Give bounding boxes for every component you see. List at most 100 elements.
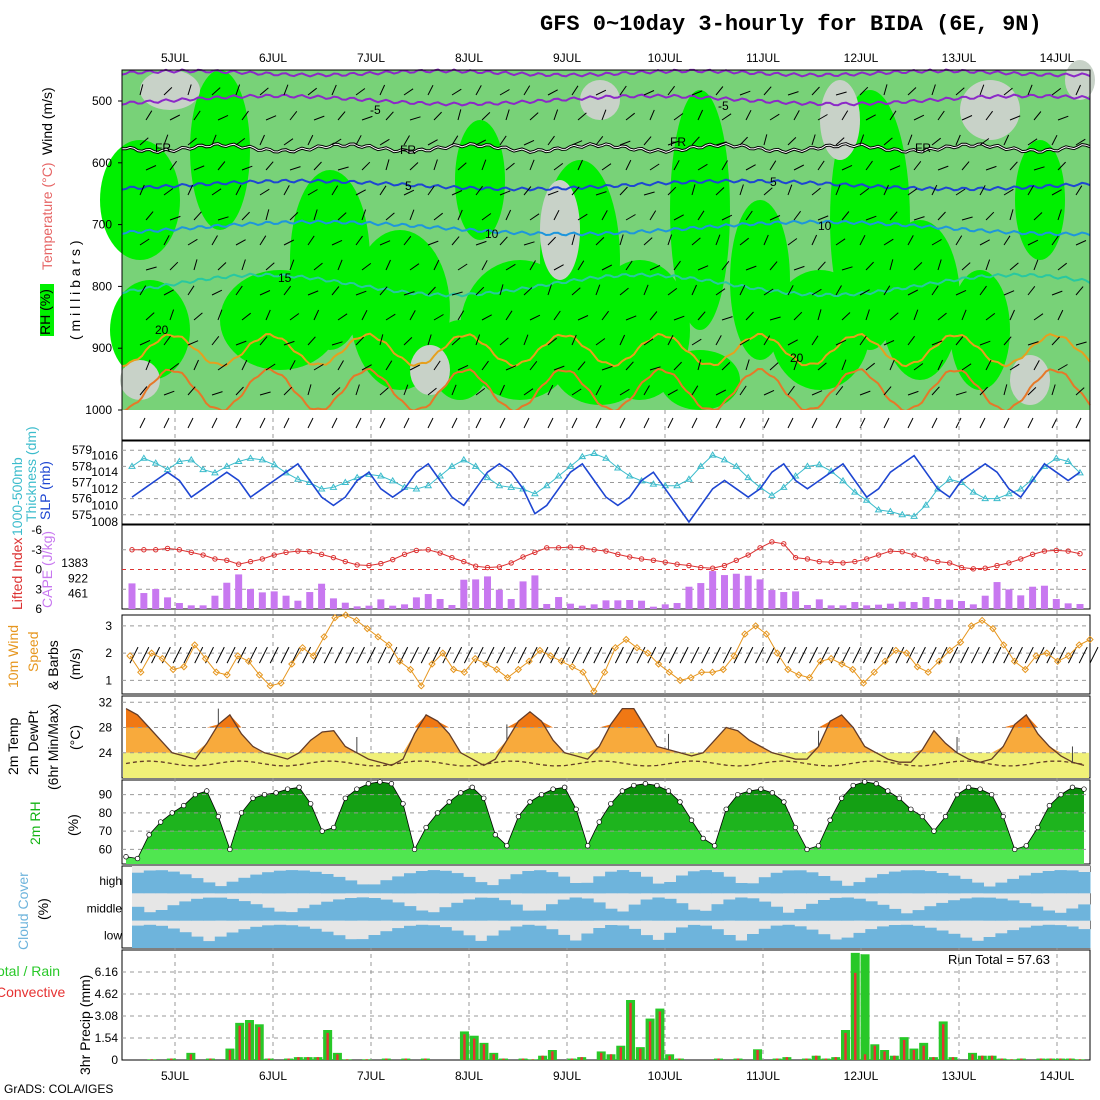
cloud-cell xyxy=(616,925,630,948)
thickness-point xyxy=(898,510,907,518)
precip-tick: 4.62 xyxy=(95,987,119,1001)
wind-barb xyxy=(259,336,268,346)
precip-conv-bar xyxy=(365,1059,368,1060)
wind-barb xyxy=(643,385,650,396)
wind-barb xyxy=(601,264,613,271)
cloud-cell xyxy=(132,925,145,948)
wind-barb xyxy=(739,90,751,96)
precip-conv-bar xyxy=(629,1002,632,1060)
wind-barb-10m xyxy=(970,646,980,664)
li-point xyxy=(555,545,562,551)
wind-barb xyxy=(955,134,961,146)
wind-barb xyxy=(667,334,674,346)
wind10-ylabel-2: Speed xyxy=(25,632,41,672)
thickness-point xyxy=(910,512,918,519)
thickness-point xyxy=(590,449,599,456)
wind-speed-point xyxy=(331,614,339,622)
cloud-cell xyxy=(368,935,381,948)
rh-point xyxy=(1035,824,1041,831)
wind-barb xyxy=(889,312,899,321)
cloud-cell xyxy=(179,932,192,948)
thickness-tick: 575 xyxy=(72,508,92,522)
cloud-cell xyxy=(451,930,464,948)
cape-bar xyxy=(519,581,527,609)
thickness-tick: 578 xyxy=(72,459,92,473)
contour-label: -5 xyxy=(718,99,729,113)
wind-barb xyxy=(889,110,897,121)
precip-conv-bar xyxy=(883,1051,886,1060)
cape-bar xyxy=(827,605,835,609)
cape-bar xyxy=(436,599,444,609)
li-point xyxy=(366,562,372,569)
wind-barb xyxy=(907,188,918,196)
wind-barb xyxy=(265,161,274,171)
cape-bar xyxy=(732,573,740,609)
precip-total-label: Total / Rain xyxy=(0,963,60,979)
precip-frame xyxy=(121,949,1091,1061)
rh-point xyxy=(411,846,418,853)
surface-barb xyxy=(979,417,986,429)
thickness-point xyxy=(874,505,883,513)
surface-barb xyxy=(187,417,194,429)
cloud-cell xyxy=(983,886,996,894)
wind-barb xyxy=(451,88,462,96)
cloud-cell xyxy=(865,901,878,921)
wind-barb-10m xyxy=(895,646,905,664)
cloud-cell xyxy=(676,927,689,948)
rh-point xyxy=(296,784,302,790)
wind-barb xyxy=(643,136,652,146)
wind-barb xyxy=(673,315,685,321)
li-point xyxy=(591,547,597,553)
cloud-cell xyxy=(475,940,488,948)
cape-bar xyxy=(780,592,788,609)
cloud-cell xyxy=(912,870,925,894)
wind-barb-10m xyxy=(733,646,743,664)
wind-barb xyxy=(955,235,963,246)
contour-label: 5 xyxy=(405,179,412,193)
cloud-cell xyxy=(486,885,500,894)
cape-bar xyxy=(863,605,871,609)
wind-speed-point xyxy=(298,643,307,652)
date-label-top: 8JUL xyxy=(455,51,483,65)
wind-speed-point xyxy=(870,668,878,676)
wind-speed-point xyxy=(590,687,598,695)
cloud-cell xyxy=(1054,925,1067,948)
wind-barb xyxy=(931,184,938,196)
rh-point xyxy=(931,828,937,834)
cape-ylabel: CAPE (J/kg) xyxy=(39,531,55,608)
wind-barb xyxy=(961,262,971,271)
temp-ylabel: Temperature (°C) xyxy=(39,162,55,270)
thickness-point xyxy=(542,481,551,489)
cloud-cell xyxy=(226,898,239,921)
cloud-cell xyxy=(463,876,476,894)
li-point xyxy=(532,549,538,556)
cloud-cell xyxy=(1019,903,1032,921)
li-point xyxy=(579,545,585,551)
wind-barb xyxy=(1027,239,1039,246)
rh2m-ylabel: 2m RH xyxy=(27,801,43,845)
li-point xyxy=(413,547,420,554)
li-point xyxy=(840,560,846,566)
wind-barb xyxy=(313,161,322,171)
wind-speed-point xyxy=(395,657,404,666)
wind-barb xyxy=(649,366,661,371)
thickness-point xyxy=(685,475,693,482)
wind-barb xyxy=(913,216,925,221)
wind-speed-point xyxy=(956,638,965,646)
wind-barb xyxy=(313,262,323,271)
li-tick: 3 xyxy=(35,582,42,596)
wind-barb xyxy=(331,84,337,96)
wind-barb xyxy=(427,84,434,96)
rh-point xyxy=(781,799,787,805)
wind-barb xyxy=(145,312,155,321)
thickness-point xyxy=(578,452,587,460)
wind-barb xyxy=(379,387,389,396)
li-point xyxy=(342,558,348,565)
wind-barb xyxy=(289,166,301,171)
wind-speed-point xyxy=(428,660,436,668)
precip-conv-bar xyxy=(951,1057,955,1060)
wind-barb xyxy=(523,139,535,146)
wind-barb xyxy=(505,209,512,221)
rh-tick: 60 xyxy=(99,842,113,856)
wind-barb xyxy=(1027,285,1036,296)
